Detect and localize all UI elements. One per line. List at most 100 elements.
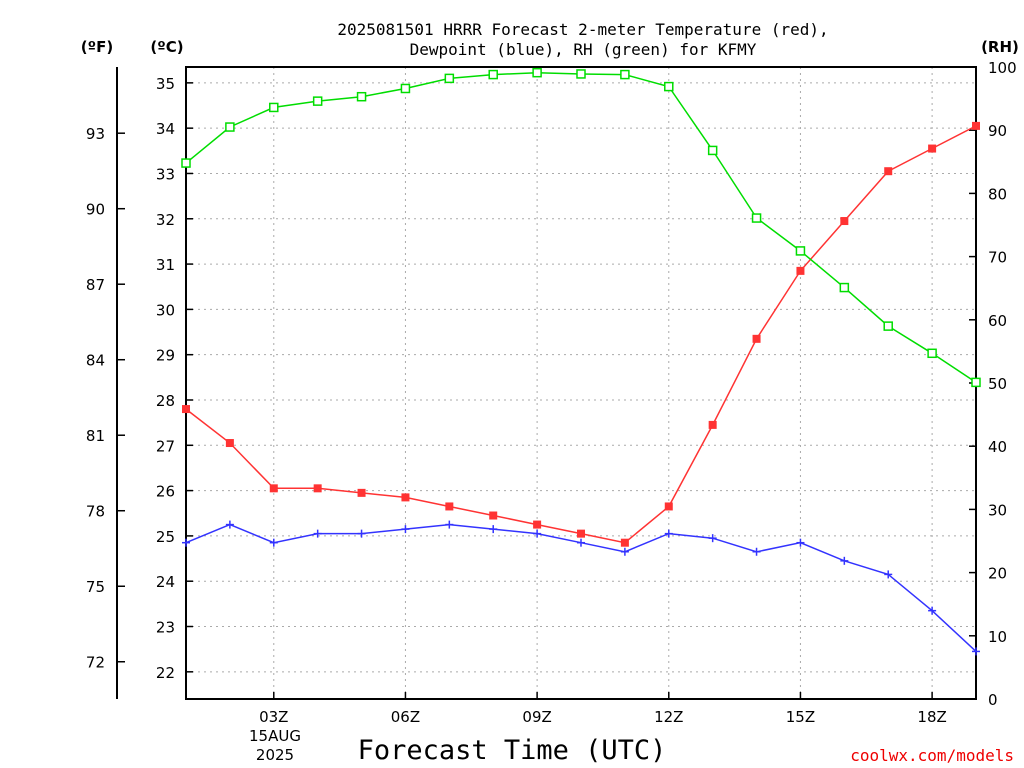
axes: [116, 66, 977, 700]
x-tick-label: 09Z: [522, 708, 551, 726]
chart-title-line-1: 2025081501 HRRR Forecast 2-meter Tempera…: [337, 20, 828, 39]
rh-point: [839, 282, 850, 293]
fahrenheit-tick-label: 78: [86, 503, 105, 521]
dewpoint-point: [752, 547, 761, 556]
temperature-point: [928, 144, 937, 153]
dewpoint-point: [796, 538, 805, 547]
x-tick-label: 06Z: [391, 708, 420, 726]
tick-labels: 22 23 24 25 26 27 28 29 30 31 32 33 34 35 72 75 78 81 84 87…: [86, 59, 1017, 726]
dewpoint-point: [620, 547, 629, 556]
rh-point: [356, 91, 367, 102]
dewpoint-point: [225, 520, 234, 529]
temperature-line: [185, 125, 977, 544]
temperature-point: [357, 488, 366, 497]
dewpoint-point: [664, 529, 673, 538]
rh-point: [971, 377, 981, 388]
celsius-tick-label: 33: [156, 165, 175, 183]
dewpoint-point: [182, 538, 190, 547]
dewpoint-point: [708, 534, 717, 543]
grid-lines: [186, 67, 976, 699]
rh-tick-label: 30: [988, 501, 1007, 519]
temperature-point: [313, 484, 322, 493]
temperature-point: [445, 502, 454, 511]
rh-tick-label: 70: [988, 249, 1007, 267]
temperature-point: [664, 502, 673, 511]
celsius-tick-label: 29: [156, 347, 175, 365]
celsius-tick-label: 23: [156, 619, 175, 637]
celsius-tick-label: 27: [156, 437, 175, 455]
plot-frame: [185, 66, 977, 700]
rh-point: [883, 321, 893, 331]
temperature-point: [840, 217, 849, 226]
dewpoint-point: [577, 538, 585, 547]
rh-point: [444, 73, 455, 84]
rh-tick-label: 0: [988, 691, 998, 709]
dewpoint-point: [357, 529, 366, 538]
rh-point: [269, 102, 279, 113]
fahrenheit-tick-label: 75: [86, 578, 105, 596]
dewpoint-point: [401, 525, 410, 534]
rh-point: [620, 69, 630, 80]
rh-tick-label: 50: [988, 375, 1007, 393]
credit-link[interactable]: coolwx.com/models: [850, 746, 1014, 765]
fahrenheit-tick-label: 72: [86, 654, 105, 672]
celsius-tick-label: 22: [156, 664, 175, 682]
dewpoint-point: [533, 529, 542, 538]
dewpoint-point: [269, 538, 278, 547]
chart-title-line-2: Dewpoint (blue), RH (green) for KFMY: [410, 40, 757, 59]
celsius-tick-label: 28: [156, 392, 175, 410]
rh-tick-label: 80: [988, 185, 1007, 203]
temperature-point: [972, 121, 980, 130]
fahrenheit-tick-label: 87: [86, 276, 105, 294]
rh-tick-label: 90: [988, 122, 1007, 140]
rh-point: [181, 158, 191, 168]
rh-point: [927, 348, 937, 359]
rh-point: [488, 69, 498, 80]
dewpoint-point: [313, 529, 322, 538]
celsius-tick-label: 32: [156, 211, 175, 229]
temperature-point: [225, 439, 234, 448]
temperature-point: [796, 266, 805, 275]
fahrenheit-tick-label: 84: [86, 352, 105, 370]
data-series: [181, 67, 981, 656]
x-tick-label: 12Z: [654, 708, 683, 726]
dewpoint-point: [445, 520, 454, 529]
x-tick-label: 15Z: [786, 708, 815, 726]
rh-point: [312, 96, 323, 106]
celsius-tick-label: 34: [156, 120, 175, 138]
rh-point: [400, 83, 411, 94]
celsius-tick-label: 25: [156, 528, 175, 546]
fahrenheit-unit-label: (ºF): [81, 38, 113, 56]
celsius-tick-label: 30: [156, 301, 175, 319]
celsius-tick-label: 24: [156, 573, 175, 591]
rh-tick-label: 40: [988, 438, 1007, 456]
temperature-point: [182, 405, 190, 414]
dewpoint-point: [489, 525, 498, 534]
temperature-point: [752, 334, 761, 343]
date-label-day: 15AUG: [249, 727, 301, 745]
rh-unit-label: (RH): [981, 38, 1019, 56]
x-tick-label: 03Z: [259, 708, 288, 726]
rh-tick-label: 60: [988, 312, 1007, 330]
temperature-point: [708, 420, 717, 429]
celsius-tick-label: 31: [156, 256, 175, 274]
rh-point: [795, 246, 806, 256]
x-tick-label: 18Z: [917, 708, 946, 726]
rh-line: [185, 71, 977, 384]
rh-point: [707, 145, 718, 156]
rh-tick-label: 20: [988, 565, 1007, 583]
temperature-point: [533, 520, 542, 529]
temperature-point: [489, 511, 498, 520]
celsius-unit-label: (ºC): [150, 38, 183, 56]
rh-point: [532, 67, 542, 78]
temperature-point: [577, 529, 585, 538]
rh-point: [751, 213, 762, 223]
temperature-point: [884, 167, 893, 176]
rh-point: [576, 69, 586, 79]
celsius-tick-label: 35: [156, 75, 175, 93]
rh-point: [664, 81, 674, 92]
fahrenheit-tick-label: 93: [86, 125, 105, 143]
rh-tick-label: 10: [988, 628, 1007, 646]
date-label-year: 2025: [256, 746, 294, 764]
